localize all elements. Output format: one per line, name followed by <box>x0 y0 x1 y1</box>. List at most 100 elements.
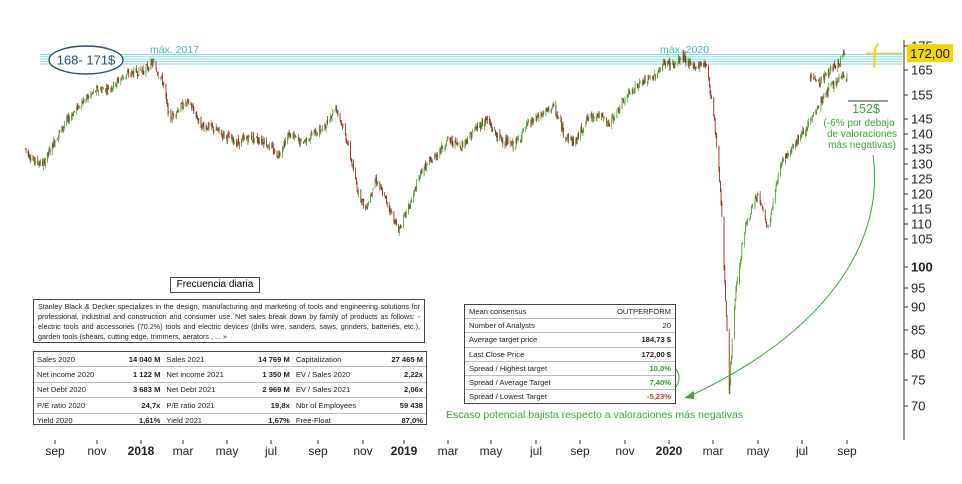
candle-body <box>695 68 697 69</box>
candle-body <box>220 132 222 136</box>
candle-body <box>155 62 157 69</box>
consensus-row: Spread / Average Target 7,40% <box>465 375 675 391</box>
candle-body <box>192 105 194 110</box>
fundamentals-value: 59 438 <box>377 397 426 414</box>
candle-body <box>785 154 786 163</box>
candle-body <box>78 105 79 109</box>
candle-body <box>377 182 379 184</box>
x-tick-label: jul <box>529 444 542 458</box>
candle-body <box>561 120 562 131</box>
y-tick-label: 115 <box>911 202 932 217</box>
candle-body <box>29 158 31 160</box>
candle-body <box>709 85 711 93</box>
candle-body <box>71 115 72 119</box>
candle-body <box>393 213 395 222</box>
bottom-note: Escaso potencial bajista respecto a valo… <box>446 409 743 421</box>
candle-body <box>720 181 721 191</box>
candle-body <box>83 99 85 103</box>
candle-body <box>390 209 391 213</box>
target-note-line-1: (-6% por debajo <box>823 118 895 129</box>
candle-body <box>351 160 353 166</box>
candle-body <box>820 99 822 109</box>
candle-body <box>728 332 730 392</box>
candle-body <box>657 74 658 78</box>
candle-body <box>212 126 214 132</box>
candle-body <box>80 106 82 108</box>
candle-body <box>90 94 92 97</box>
candle-body <box>563 129 565 136</box>
candle-body <box>726 315 728 332</box>
target-arrow <box>689 154 876 397</box>
candle-body <box>821 99 823 103</box>
candle-body <box>767 226 769 228</box>
y-tick-label: 105 <box>911 232 933 247</box>
candle-body <box>761 203 762 205</box>
candle-body <box>87 94 88 99</box>
candle-body <box>487 118 488 120</box>
fundamentals-value: 27 465 M <box>377 352 426 368</box>
candle-body <box>389 208 391 213</box>
candle-body <box>551 108 552 112</box>
candle-body <box>780 166 781 175</box>
candle-body <box>62 126 63 130</box>
candle-body <box>29 156 30 158</box>
candle-body <box>825 72 826 75</box>
candle-body <box>665 63 666 67</box>
candle-body <box>525 128 527 130</box>
candle-body <box>227 134 229 141</box>
candle-body <box>336 111 338 113</box>
candle-body <box>137 75 139 76</box>
candle-body <box>450 139 452 143</box>
candle-body <box>107 86 109 91</box>
candle-body <box>823 75 825 81</box>
candle-body <box>202 123 203 128</box>
candle-body <box>674 63 676 67</box>
candle-body <box>86 95 88 98</box>
candle-body <box>484 119 486 127</box>
candle-body <box>115 82 117 86</box>
candle-body <box>67 115 69 119</box>
fundamentals-label: Net Debt 2021 <box>163 382 245 399</box>
candle-body <box>708 65 709 78</box>
candle-body <box>811 116 813 120</box>
consensus-value: 184,73 $ <box>589 332 675 348</box>
candle-body <box>431 159 433 164</box>
x-tick-label: may <box>747 444 770 458</box>
candle-body <box>797 135 799 145</box>
candle-body <box>76 105 78 109</box>
candle-body <box>268 148 270 149</box>
candle-body <box>685 58 687 64</box>
candle-body <box>587 118 589 120</box>
candle-body <box>750 213 751 217</box>
candle-body <box>616 109 618 119</box>
candle-body <box>103 88 104 90</box>
candle-body <box>294 135 296 138</box>
candle-body <box>216 127 218 131</box>
candle-body <box>844 54 846 55</box>
fundamentals-value: 19,8x <box>244 397 293 414</box>
candle-body <box>278 152 279 158</box>
fundamentals-label: Yield 2020 <box>37 416 73 426</box>
candle-body <box>833 81 835 89</box>
candle-body <box>846 76 848 79</box>
candle-body <box>552 103 554 105</box>
candle-body <box>246 137 247 139</box>
candle-body <box>231 137 233 140</box>
candle-body <box>59 130 61 132</box>
candle-body <box>494 129 496 130</box>
candle-body <box>181 102 183 109</box>
candle-body <box>276 151 278 158</box>
candle-body <box>330 115 331 121</box>
candle-body <box>823 94 825 98</box>
candle-body <box>56 139 58 141</box>
candle-body <box>248 134 249 141</box>
candle-body <box>98 90 99 93</box>
candle-body <box>68 115 70 122</box>
candle-body <box>45 160 46 166</box>
candle-body <box>272 145 273 148</box>
candle-body <box>523 128 524 130</box>
candle-body <box>132 72 134 77</box>
candle-body <box>516 138 518 141</box>
candle-body <box>311 134 313 136</box>
